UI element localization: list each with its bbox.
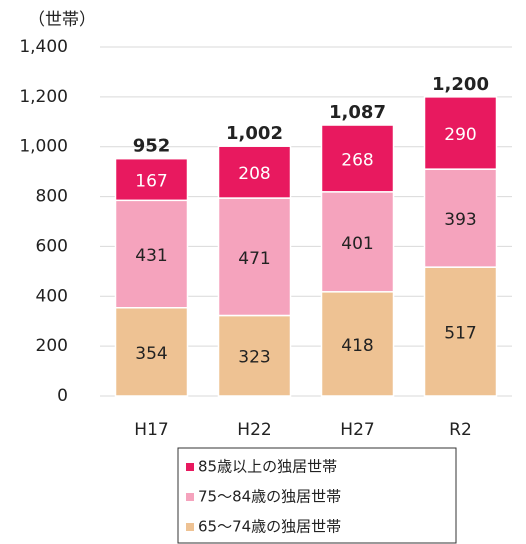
y-tick-label: 1,400 — [19, 37, 68, 57]
bar-segment — [423, 266, 498, 397]
bar-segment — [320, 291, 395, 397]
legend-label: 65〜74歳の独居世帯 — [198, 518, 341, 536]
y-tick-label: 800 — [36, 187, 68, 207]
data-label: 393 — [444, 210, 476, 230]
data-label: 354 — [135, 344, 167, 364]
bar-segment — [114, 157, 189, 202]
data-label: 431 — [135, 246, 167, 266]
bar-segment — [320, 191, 395, 293]
x-tick-label: H17 — [134, 420, 168, 440]
legend-swatch — [186, 523, 194, 531]
x-tick-label: H22 — [237, 420, 271, 440]
y-tick-label: 1,200 — [19, 87, 68, 107]
y-tick-label: 1,000 — [19, 137, 68, 157]
data-label: 290 — [444, 125, 476, 145]
bar-segment — [217, 145, 292, 199]
legend-label: 85歳以上の独居世帯 — [198, 458, 337, 476]
data-label: 401 — [341, 234, 373, 254]
y-tick-label: 200 — [36, 336, 68, 356]
data-label: 471 — [238, 249, 270, 269]
total-label: 1,002 — [226, 123, 283, 144]
y-tick-label: 0 — [57, 386, 68, 406]
total-label: 1,200 — [432, 74, 489, 95]
bar-segment — [423, 96, 498, 170]
data-label: 208 — [238, 164, 270, 184]
legend-swatch — [186, 493, 194, 501]
data-label: 323 — [238, 348, 270, 368]
data-label: 167 — [135, 171, 167, 191]
x-tick-label: R2 — [449, 420, 472, 440]
legend-box — [177, 447, 457, 544]
y-tick-label: 600 — [36, 236, 68, 256]
bar-segment — [320, 124, 395, 193]
data-label: 268 — [341, 150, 373, 170]
total-label: 952 — [133, 136, 171, 157]
bar-segment — [423, 168, 498, 268]
legend-swatch — [186, 463, 194, 471]
x-tick-label: H27 — [340, 420, 374, 440]
total-label: 1,087 — [329, 102, 386, 123]
data-label: 418 — [341, 336, 373, 356]
data-label: 517 — [444, 324, 476, 344]
y-unit: （世帯） — [28, 10, 96, 30]
legend-label: 75〜84歳の独居世帯 — [198, 488, 341, 506]
bar-segment — [114, 307, 189, 397]
y-tick-label: 400 — [36, 286, 68, 306]
